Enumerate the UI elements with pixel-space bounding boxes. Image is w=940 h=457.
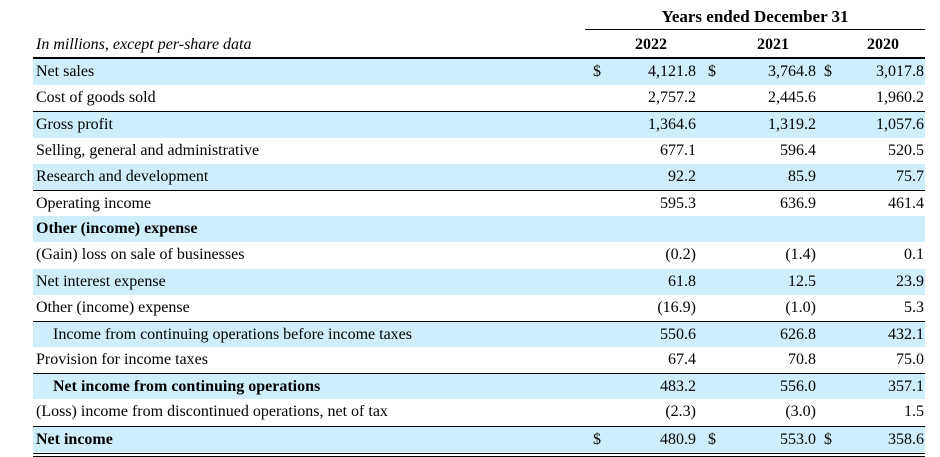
row-label: Operating income (36, 194, 152, 212)
table-row: Research and development 92.2 85.9 75.7 (33, 163, 925, 190)
value-cell: 70.8 (788, 351, 816, 369)
value-cell: 92.2 (668, 167, 696, 185)
value-cell: 677.1 (660, 141, 696, 159)
year-header-2021: 2021 (757, 36, 789, 53)
value-cell: 2,757.2 (648, 89, 696, 107)
value-cell: 461.4 (888, 194, 924, 212)
value-cell: 4,121.8 (648, 63, 696, 80)
table-body: Net sales 4,121.8 $3,764.8 $3,017.8 $ Cost of… (33, 59, 925, 452)
value-cell: 483.2 (660, 378, 696, 396)
row-label: Gross profit (36, 116, 113, 134)
value-cell: 3,017.8 (876, 63, 924, 80)
row-label: Net income from continuing operations (53, 378, 321, 396)
value-cell: 75.0 (896, 351, 924, 369)
value-cell: 75.7 (896, 167, 924, 185)
currency-symbol: $ (708, 63, 716, 80)
row-label: Provision for income taxes (36, 351, 208, 369)
value-cell: 1,057.6 (876, 116, 924, 134)
table-row: Other (income) expense (33, 216, 925, 243)
currency-symbol: $ (824, 63, 832, 80)
year-header-2020: 2020 (867, 36, 899, 53)
value-cell: 357.1 (888, 378, 924, 396)
years-group-header: Years ended December 31 (585, 6, 925, 30)
value-cell: 1,960.2 (876, 89, 924, 107)
value-cell: 23.9 (896, 272, 924, 290)
value-cell: 595.3 (660, 194, 696, 212)
row-label: Research and development (36, 167, 209, 185)
value-cell: 0.1 (904, 246, 924, 264)
row-label: (Loss) income from discontinued operatio… (36, 403, 388, 421)
value-cell: 550.6 (660, 325, 696, 343)
header-rule (33, 57, 925, 59)
currency-symbol: $ (593, 63, 601, 80)
table-row: Other (income) expense (16.9) (1.0) 5.3 (33, 295, 925, 321)
table-row: Income from continuing operations before… (33, 320, 925, 348)
value-cell: 626.8 (780, 325, 816, 343)
row-label: Selling, general and administrative (36, 141, 260, 159)
value-cell: 520.5 (888, 141, 924, 159)
units-label: In millions, except per-share data (36, 36, 252, 53)
row-label: Net interest expense (36, 272, 166, 290)
value-cell: (1.4) (785, 246, 816, 264)
table-row: Cost of goods sold 2,757.2 2,445.6 1,960.2 (33, 85, 925, 111)
value-cell: 85.9 (788, 167, 816, 185)
year-header-2022: 2022 (635, 36, 667, 53)
value-cell: 5.3 (904, 298, 924, 316)
value-cell: 358.6 (888, 430, 924, 448)
value-cell: 12.5 (788, 272, 816, 290)
row-label: Cost of goods sold (36, 89, 156, 107)
value-cell: 2,445.6 (768, 89, 816, 107)
value-cell: 480.9 (660, 430, 696, 448)
value-cell: 432.1 (888, 325, 924, 343)
value-cell: 556.0 (780, 378, 816, 396)
table-row: (Gain) loss on sale of businesses (0.2) (1… (33, 242, 925, 268)
value-cell: (16.9) (657, 298, 696, 316)
table-row: Net sales 4,121.8 $3,764.8 $3,017.8 $ (33, 59, 925, 86)
table-row: Net income 480.9 $553.0 $358.6 $ (33, 425, 925, 452)
row-label: (Gain) loss on sale of businesses (36, 246, 245, 264)
table-row: Provision for income taxes 67.4 70.8 75.0 (33, 347, 925, 373)
table-row: Net income from continuing operations 483… (33, 373, 925, 400)
value-cell: 1.5 (904, 403, 924, 421)
value-cell: 596.4 (780, 141, 816, 159)
row-label: Income from continuing operations before… (53, 325, 412, 343)
value-cell: 67.4 (668, 351, 696, 369)
currency-symbol: $ (824, 430, 832, 448)
table-row: Gross profit 1,364.6 1,319.2 1,057.6 (33, 111, 925, 138)
value-cell: 636.9 (780, 194, 816, 212)
bottom-rule (33, 453, 925, 454)
row-label: Net sales (36, 63, 95, 80)
value-cell: (1.0) (785, 298, 816, 316)
value-cell: 553.0 (780, 430, 816, 448)
column-header-row: In millions, except per-share data 2022 … (33, 34, 925, 57)
row-label: Other (income) expense (36, 220, 198, 238)
value-cell: 61.8 (668, 272, 696, 290)
row-label: Net income (36, 430, 113, 448)
value-cell: (3.0) (785, 403, 816, 421)
value-cell: 3,764.8 (768, 63, 816, 80)
value-cell: 1,364.6 (648, 116, 696, 134)
value-cell: (0.2) (665, 246, 696, 264)
value-cell: 1,319.2 (768, 116, 816, 134)
table-row: Selling, general and administrative 677.1… (33, 138, 925, 164)
value-cell: (2.3) (665, 403, 696, 421)
row-label: Other (income) expense (36, 298, 190, 316)
currency-symbol: $ (593, 430, 601, 448)
table-row: Net interest expense 61.8 12.5 23.9 (33, 268, 925, 295)
table-row: (Loss) income from discontinued operatio… (33, 399, 925, 425)
table-row: Operating income 595.3 636.9 461.4 (33, 189, 925, 216)
currency-symbol: $ (708, 430, 716, 448)
